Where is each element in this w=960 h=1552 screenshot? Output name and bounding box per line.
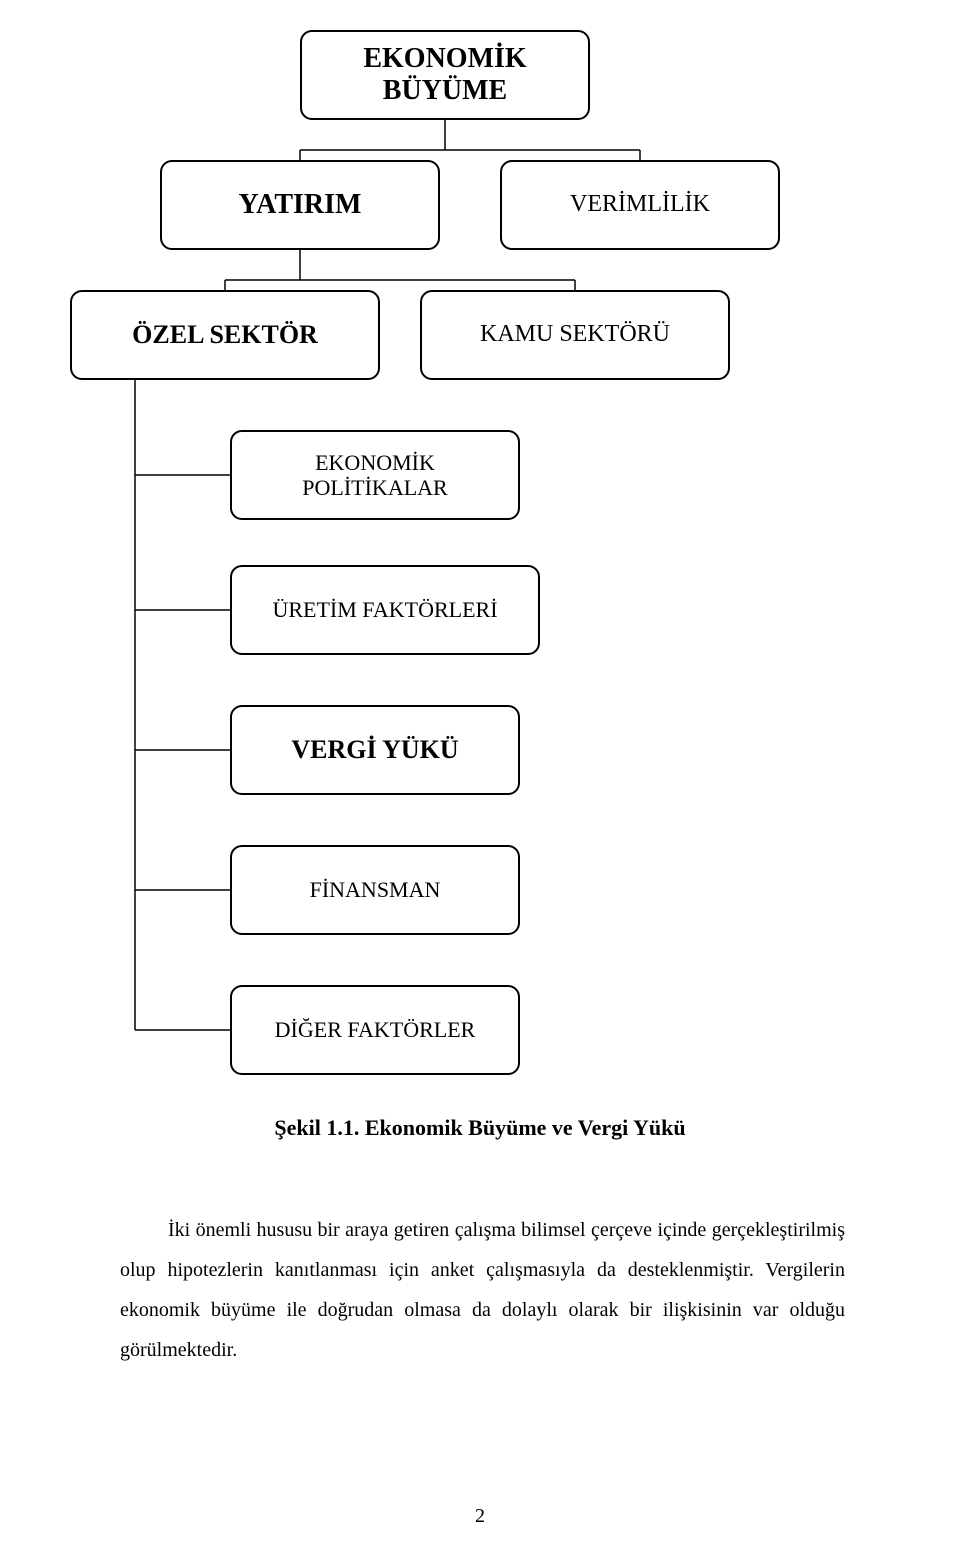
page: EKONOMİK BÜYÜME YATIRIM VERİMLİLİK ÖZEL … (0, 0, 960, 1552)
node-ekonomik-buyume: EKONOMİK BÜYÜME (300, 30, 590, 120)
node-verimlilik: VERİMLİLİK (500, 160, 780, 250)
node-vergi-yuku: VERGİ YÜKÜ (230, 705, 520, 795)
node-ekonomik-politikalar: EKONOMİK POLİTİKALAR (230, 430, 520, 520)
figure-caption: Şekil 1.1. Ekonomik Büyüme ve Vergi Yükü (150, 1115, 810, 1141)
node-yatirim: YATIRIM (160, 160, 440, 250)
node-uretim-faktorleri: ÜRETİM FAKTÖRLERİ (230, 565, 540, 655)
node-finansman: FİNANSMAN (230, 845, 520, 935)
node-ozel-sektor: ÖZEL SEKTÖR (70, 290, 380, 380)
body-paragraph: İki önemli hususu bir araya getiren çalı… (120, 1210, 845, 1370)
page-number: 2 (470, 1505, 490, 1528)
node-diger-faktorler: DİĞER FAKTÖRLER (230, 985, 520, 1075)
node-kamu-sektoru: KAMU SEKTÖRÜ (420, 290, 730, 380)
